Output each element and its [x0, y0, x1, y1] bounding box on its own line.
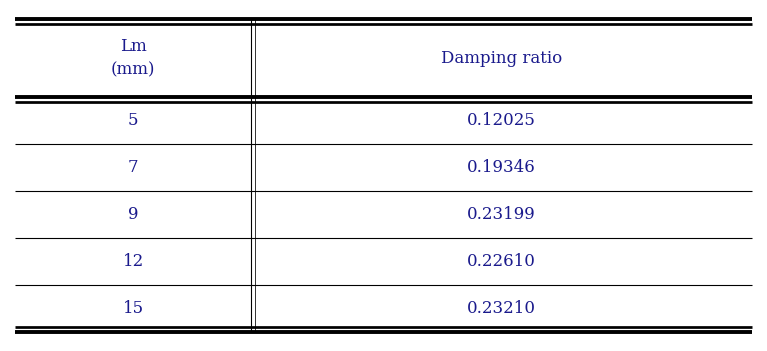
- Text: 15: 15: [123, 300, 143, 317]
- Text: 0.23210: 0.23210: [467, 300, 536, 317]
- Text: 0.22610: 0.22610: [467, 253, 535, 270]
- Text: 0.23199: 0.23199: [467, 206, 535, 223]
- Text: 12: 12: [123, 253, 143, 270]
- Text: 5: 5: [128, 112, 138, 129]
- Text: Lm
(mm): Lm (mm): [111, 38, 156, 79]
- Text: 9: 9: [128, 206, 138, 223]
- Text: 7: 7: [128, 159, 139, 176]
- Text: 0.12025: 0.12025: [467, 112, 535, 129]
- Text: Damping ratio: Damping ratio: [441, 50, 562, 67]
- Text: 0.19346: 0.19346: [467, 159, 535, 176]
